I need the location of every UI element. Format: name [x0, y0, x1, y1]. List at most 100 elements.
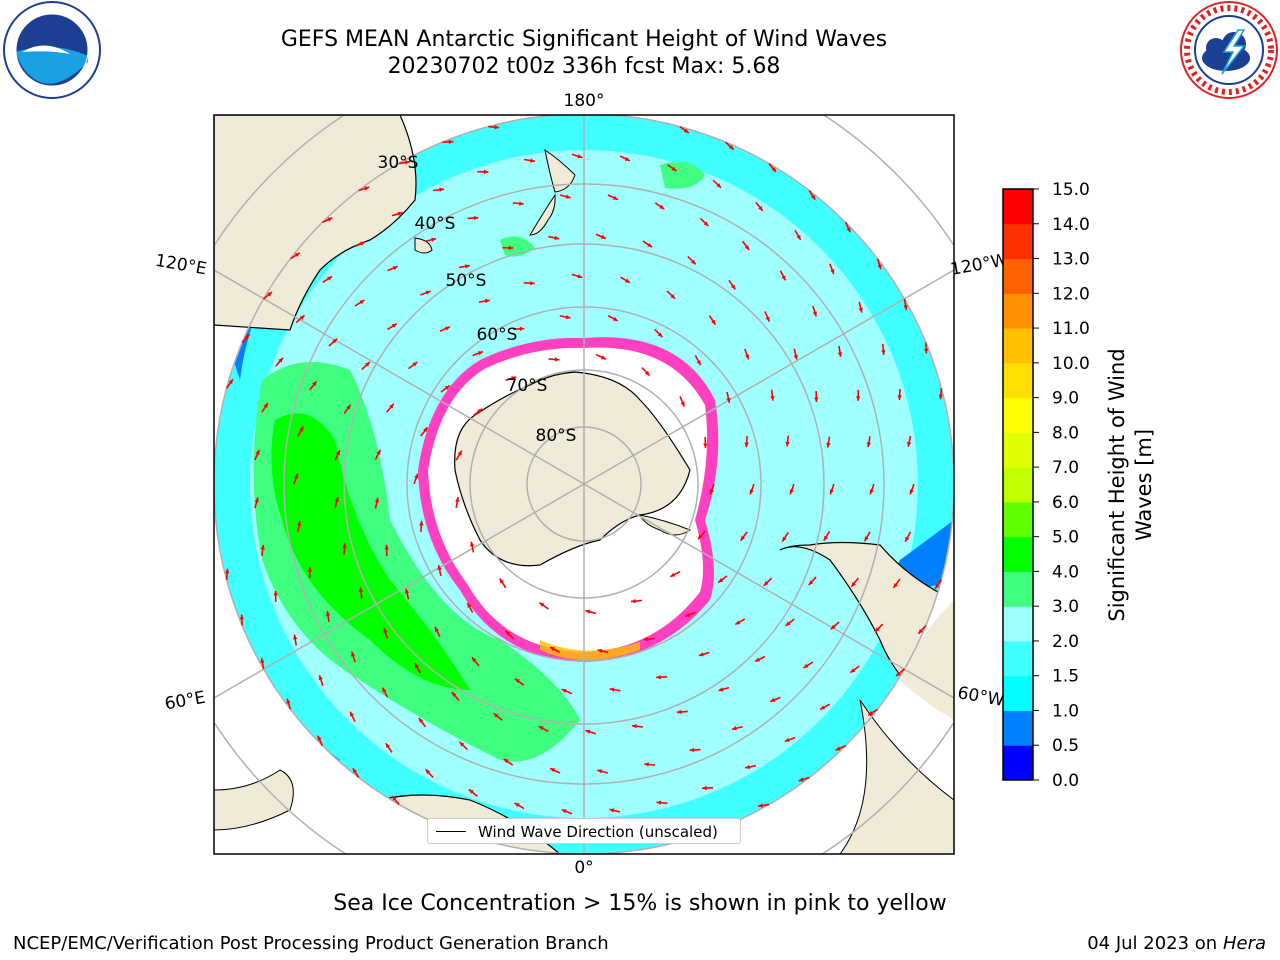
wind-wave-arrowhead	[312, 381, 317, 387]
colorbar-tick-label: 5.0	[1052, 528, 1079, 548]
graticule	[214, 115, 954, 854]
wind-wave-arrowhead	[561, 809, 567, 814]
wind-wave-arrowhead	[624, 156, 630, 161]
wind-wave-arrowhead	[881, 350, 886, 355]
wind-wave-arrowhead	[820, 705, 826, 710]
wind-wave-arrowhead	[803, 663, 809, 668]
wind-wave-arrowhead	[459, 741, 465, 747]
wind-wave-arrowhead	[267, 291, 273, 297]
lon-label-120w: 120°W	[949, 250, 1010, 280]
wind-wave-arrowhead	[718, 687, 724, 692]
wind-wave-arrowhead	[565, 194, 571, 199]
wind-wave-arrowhead	[670, 294, 676, 299]
wind-wave-arrowhead	[514, 802, 520, 808]
wind-wave-arrowhead	[352, 768, 358, 774]
wind-wave-arrowhead	[643, 636, 649, 642]
wind-wave-arrowhead	[359, 300, 365, 305]
wind-wave-arrowhead	[477, 351, 483, 356]
lon-label-0: 0°	[574, 858, 593, 878]
wind-wave-arrowhead	[342, 543, 347, 549]
wind-wave-arrowhead	[726, 397, 731, 403]
national-weather-service-logo	[1180, 1, 1278, 99]
wind-wave-arrowhead	[577, 154, 583, 159]
wind-wave-arrowhead	[702, 785, 707, 791]
wind-wave-arrowhead	[294, 252, 300, 258]
colorbar-bin	[1003, 258, 1033, 294]
wind-wave-arrowhead	[376, 449, 381, 455]
colorbar-tick-label: 8.0	[1052, 423, 1079, 443]
wind-wave-arrowhead	[383, 628, 388, 634]
wind-wave-arrowhead	[600, 355, 606, 360]
wind-wave-arrowhead	[391, 323, 397, 328]
wind-wave-arrowhead	[850, 668, 856, 673]
wind-wave-arrowhead	[749, 489, 754, 495]
colorbar-bin	[1003, 397, 1033, 433]
wind-wave-arrowhead	[294, 473, 299, 479]
wind-wave-arrowhead	[781, 275, 786, 281]
wind-wave-arrowhead	[471, 657, 477, 663]
wind-wave-arrowhead	[601, 234, 607, 239]
wind-wave-arrowhead	[810, 194, 816, 200]
wind-wave-arrowhead	[561, 689, 567, 694]
wind-wave-arrowhead	[473, 215, 479, 221]
wind-wave-arrowhead	[938, 394, 943, 400]
wind-wave-arrowhead	[685, 612, 691, 617]
wind-wave-arrowhead	[770, 395, 775, 401]
wind-wave-arrowhead	[530, 281, 535, 286]
wind-wave-arrowhead	[814, 397, 819, 403]
wind-wave-arrowhead	[346, 404, 351, 410]
wind-wave-arrowhead	[798, 777, 804, 782]
wind-wave-arrowhead	[903, 305, 908, 310]
colorbar-tick-label: 3.0	[1052, 597, 1079, 617]
wind-wave-arrowhead	[397, 211, 403, 216]
wind-wave-arrowhead	[418, 717, 424, 723]
wind-wave-arrowhead	[897, 395, 902, 400]
wind-wave-arrowhead	[609, 808, 615, 813]
wind-wave-arrowhead	[671, 166, 677, 171]
map-legend: Wind Wave Direction (unscaled)	[427, 818, 741, 844]
wind-wave-arrowhead	[907, 441, 912, 447]
colorbar-tick-label: 7.0	[1052, 458, 1079, 478]
wind-wave-arrowhead	[444, 385, 450, 390]
sea-ice-note: Sea Ice Concentration > 15% is shown in …	[333, 891, 947, 916]
wind-wave-arrowhead	[866, 442, 871, 448]
map-subtitle: 20230702 t00z 336h fcst Max: 5.68	[387, 54, 781, 79]
wind-wave-arrowhead	[255, 449, 260, 455]
wind-wave-arrowhead	[877, 264, 882, 270]
wind-wave-arrowhead	[577, 274, 583, 279]
wind-wave-arrowhead	[698, 652, 704, 657]
wind-wave-arrowhead	[670, 572, 676, 577]
credit-text: NCEP/EMC/Verification Post Processing Pr…	[13, 933, 609, 954]
colorbar-bin	[1003, 675, 1033, 711]
wind-wave-arrowhead	[470, 541, 475, 547]
wind-wave-arrowhead	[703, 443, 708, 449]
wind-wave-arrowhead	[846, 227, 851, 233]
wind-wave-arrowhead	[260, 544, 265, 550]
wind-wave-arrowhead	[730, 284, 736, 290]
lat-label-50s: 50°S	[446, 271, 487, 291]
wind-wave-arrowhead	[711, 319, 716, 325]
wind-wave-arrowhead	[539, 602, 545, 607]
wind-wave-arrowhead	[785, 621, 791, 626]
colorbar-tick-label: 9.0	[1052, 389, 1079, 409]
date-stamp: 04 Jul 2023 on Hera	[1087, 933, 1266, 954]
wind-wave-arrowhead	[538, 726, 544, 731]
wind-wave-arrowhead	[895, 671, 901, 677]
wind-wave-arrowhead	[793, 354, 798, 360]
wind-wave-arrowhead	[644, 762, 649, 767]
colorbar-label-line1: Significant Height of Wind	[1105, 348, 1129, 621]
wind-wave-arrowhead	[299, 315, 305, 320]
wind-wave-arrowhead	[414, 473, 419, 479]
date-text: 04 Jul 2023 on	[1087, 933, 1223, 954]
wind-wave-arrowhead	[855, 396, 861, 401]
wind-wave-arrowhead	[293, 634, 298, 640]
colorbar-tick-label: 2.0	[1052, 632, 1079, 652]
wind-wave-arrowhead	[451, 692, 457, 697]
wind-wave-arrowhead	[508, 245, 514, 251]
wind-wave-arrowhead	[297, 520, 302, 526]
wind-wave-arrowhead	[465, 264, 470, 269]
wind-wave-arrowhead	[457, 450, 462, 456]
colorbar-tick-label: 14.0	[1052, 215, 1090, 235]
wind-wave-arrowhead	[597, 648, 603, 654]
